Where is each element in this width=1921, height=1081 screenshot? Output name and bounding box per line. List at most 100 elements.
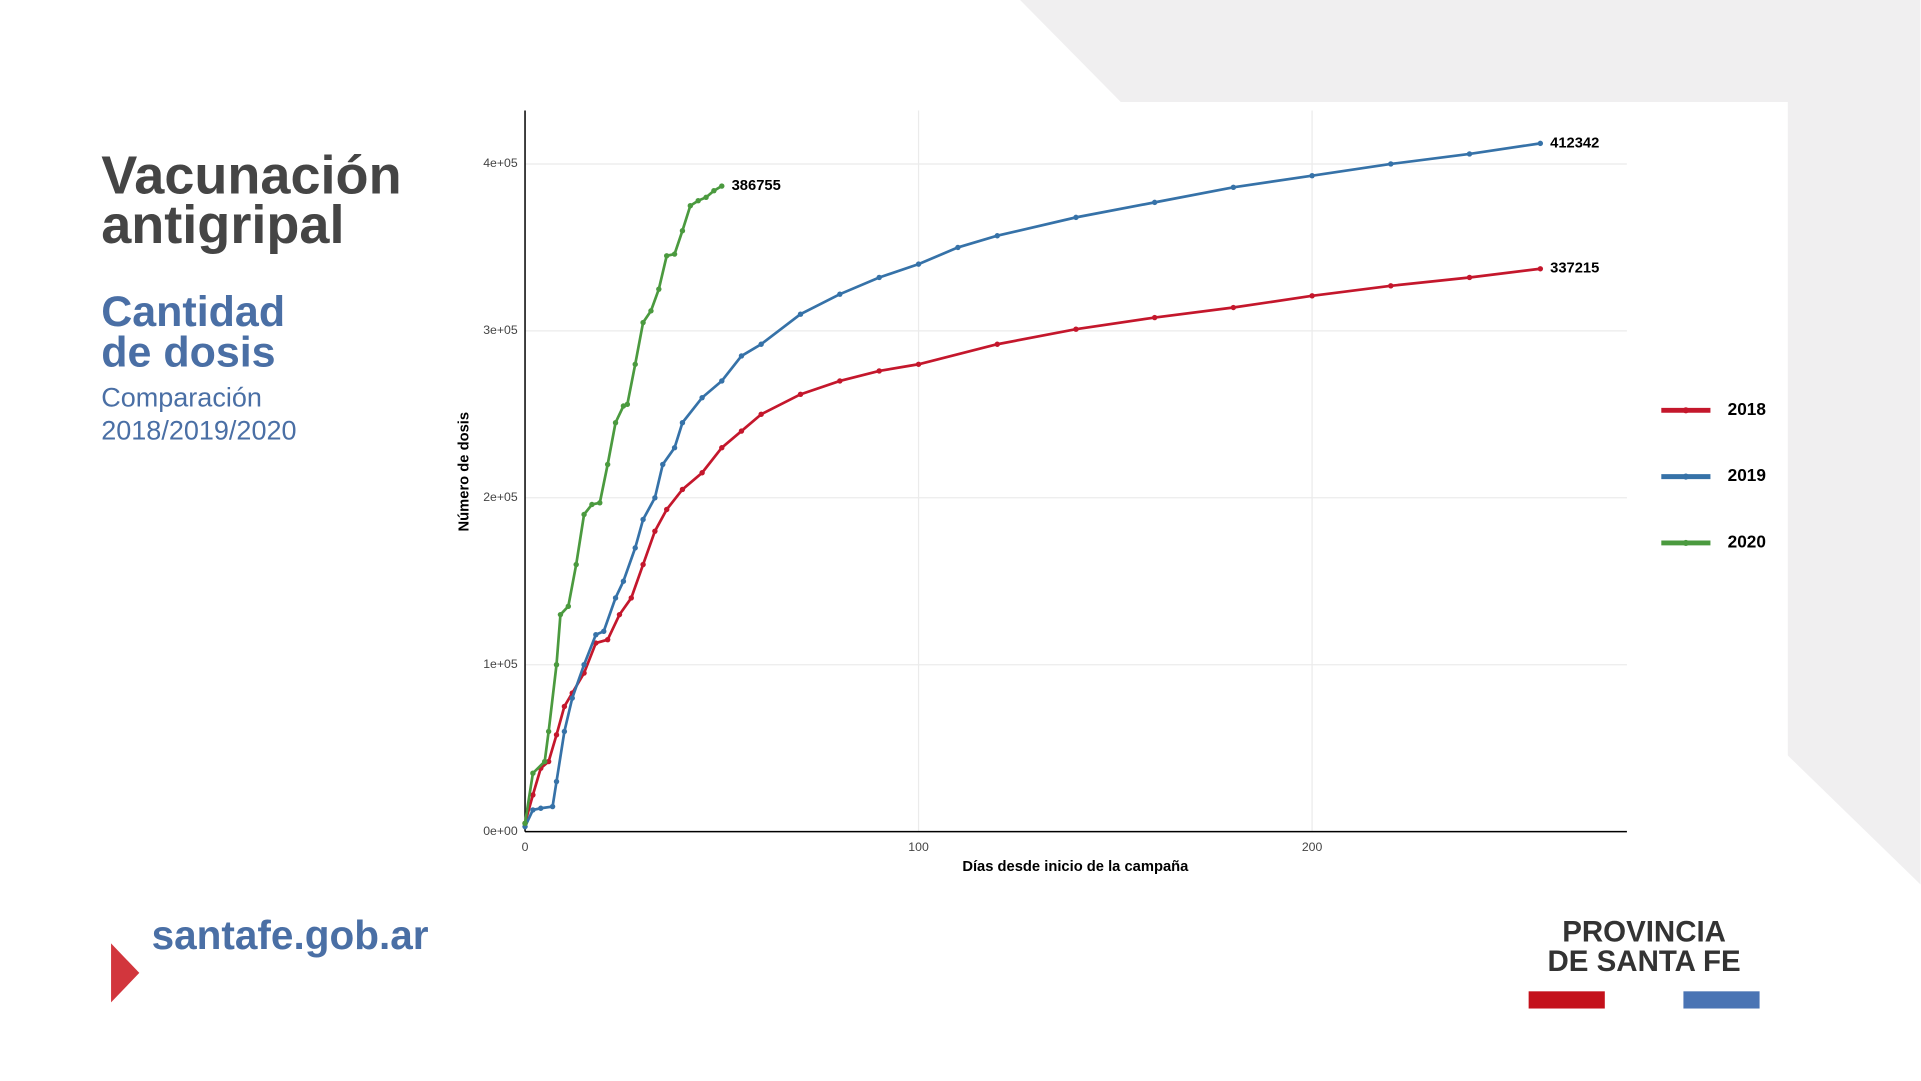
data-point	[612, 595, 619, 601]
data-point	[1537, 266, 1544, 272]
data-point	[640, 561, 646, 568]
data-point	[652, 528, 658, 534]
legend-label: 2019	[1728, 465, 1766, 485]
site-link[interactable]: santafe.gob.ar	[152, 912, 429, 958]
data-point	[557, 611, 564, 618]
brand-bar	[1528, 991, 1605, 1009]
data-point	[1466, 151, 1473, 157]
subheading: 2018/2019/2020	[101, 416, 296, 446]
data-point	[1309, 172, 1315, 179]
x-axis-title: Días desde inicio de la campaña	[962, 859, 1189, 875]
heading: Cantidad	[101, 288, 285, 336]
data-point	[994, 233, 1000, 239]
data-point	[530, 770, 536, 776]
y-tick-label: 0e+00	[483, 824, 518, 838]
data-point	[699, 394, 705, 401]
y-tick-label: 2e+05	[483, 490, 518, 504]
y-tick-label: 1e+05	[483, 657, 518, 671]
brand: DE SANTA FE	[1548, 945, 1741, 978]
data-point	[738, 428, 745, 434]
data-point	[994, 341, 1000, 347]
data-point	[624, 401, 631, 408]
data-point	[1230, 184, 1237, 191]
data-point	[553, 778, 560, 785]
data-point	[597, 500, 603, 506]
data-point	[593, 631, 599, 638]
brand-bar	[1683, 991, 1760, 1009]
data-point	[1309, 293, 1315, 299]
data-point	[663, 253, 670, 259]
data-point	[915, 261, 922, 267]
data-point	[719, 445, 725, 451]
data-point	[581, 662, 587, 668]
data-point	[703, 194, 709, 201]
data-point	[561, 728, 568, 735]
data-point	[719, 378, 725, 384]
data-point	[1466, 274, 1473, 281]
data-point	[545, 758, 552, 765]
data-point	[601, 628, 607, 635]
title: antigripal	[101, 195, 344, 255]
data-point	[569, 695, 575, 701]
data-point	[711, 187, 717, 194]
data-point	[671, 251, 678, 257]
data-point	[542, 758, 548, 765]
data-point	[695, 197, 701, 204]
data-point	[915, 361, 922, 367]
legend-swatch	[1682, 407, 1689, 414]
data-point	[1073, 214, 1079, 221]
data-point	[738, 353, 745, 359]
data-point	[758, 341, 764, 347]
legend-swatch	[1682, 473, 1689, 480]
data-point	[797, 311, 804, 317]
data-point	[663, 506, 670, 513]
data-point	[530, 792, 536, 798]
logo-arrow	[111, 943, 140, 1003]
data-point	[687, 202, 694, 209]
data-point	[620, 578, 627, 584]
data-point	[1151, 199, 1158, 206]
data-point	[553, 732, 560, 738]
data-point	[612, 419, 619, 426]
data-point	[876, 368, 882, 374]
data-point	[1073, 326, 1079, 332]
data-point	[699, 470, 705, 476]
legend-label: 2018	[1728, 399, 1767, 419]
data-point	[955, 244, 961, 251]
y-tick-label: 3e+05	[483, 323, 518, 337]
data-point	[837, 291, 843, 297]
data-point	[679, 419, 686, 426]
data-point	[553, 662, 560, 668]
brand: PROVINCIA	[1562, 915, 1726, 948]
data-point	[679, 228, 686, 234]
legend-swatch	[1682, 539, 1689, 547]
data-point	[632, 545, 638, 551]
data-point	[632, 361, 638, 367]
data-point	[1388, 161, 1394, 167]
data-point	[652, 495, 658, 501]
subheading: Comparación	[101, 382, 262, 412]
data-point	[640, 319, 646, 326]
data-point	[648, 308, 654, 314]
data-point	[565, 603, 572, 609]
legend-label: 2020	[1728, 532, 1766, 552]
data-point	[1151, 314, 1158, 321]
data-point	[758, 411, 764, 418]
y-axis-title: Número de dosis	[457, 412, 473, 532]
data-point	[1537, 140, 1544, 147]
x-tick-label: 200	[1302, 840, 1323, 854]
title: Vacunación	[101, 146, 401, 206]
x-tick-label: 0	[522, 840, 529, 854]
chart: Días desde inicio de la campaña Número d…	[457, 110, 1767, 875]
data-point	[671, 445, 678, 451]
decor-shape	[1020, 0, 1921, 885]
data-point	[561, 703, 568, 710]
data-point	[660, 461, 666, 468]
data-point	[616, 611, 623, 618]
data-point	[530, 807, 536, 813]
data-point	[545, 728, 552, 735]
y-tick-label: 4e+05	[483, 156, 518, 170]
data-point	[549, 803, 556, 810]
